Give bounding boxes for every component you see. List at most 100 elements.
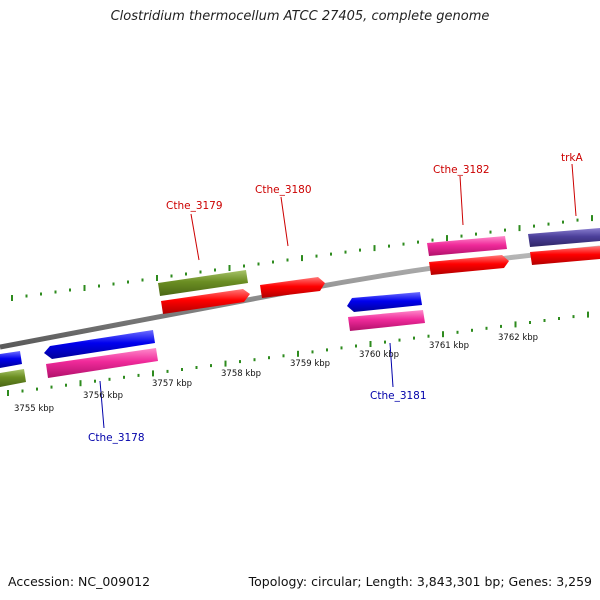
minor-tick bbox=[562, 220, 564, 224]
major-tick bbox=[301, 255, 303, 262]
minor-tick bbox=[185, 272, 187, 276]
minor-tick bbox=[547, 222, 550, 226]
major-tick bbox=[518, 225, 521, 232]
minor-tick bbox=[98, 284, 100, 288]
minor-tick bbox=[417, 240, 419, 244]
minor-tick bbox=[340, 346, 343, 350]
minor-tick bbox=[50, 385, 53, 389]
minor-tick bbox=[460, 234, 463, 238]
minor-tick bbox=[326, 348, 328, 352]
major-tick bbox=[11, 295, 13, 301]
scale-label: 3760 kbp bbox=[359, 350, 399, 360]
minor-tick bbox=[576, 218, 579, 222]
cds-feature[interactable] bbox=[429, 255, 509, 275]
minor-tick bbox=[112, 282, 115, 286]
cds-feature-cthe3178[interactable] bbox=[44, 330, 155, 359]
major-tick bbox=[228, 265, 231, 271]
minor-tick bbox=[471, 328, 473, 332]
major-tick bbox=[156, 275, 158, 281]
minor-tick bbox=[36, 387, 38, 391]
minor-tick bbox=[558, 317, 560, 320]
feature-track bbox=[0, 228, 600, 387]
minor-tick bbox=[311, 350, 314, 354]
minor-tick bbox=[529, 321, 531, 324]
minor-tick bbox=[315, 254, 318, 258]
cds-feature[interactable] bbox=[348, 310, 425, 331]
major-tick bbox=[587, 311, 589, 318]
scale-label: 3761 kbp bbox=[429, 341, 469, 351]
minor-tick bbox=[243, 264, 245, 268]
major-tick bbox=[373, 245, 376, 252]
minor-tick bbox=[199, 270, 202, 274]
cds-feature[interactable] bbox=[0, 351, 22, 368]
major-tick bbox=[7, 390, 9, 396]
minor-tick bbox=[344, 250, 347, 254]
minor-tick bbox=[210, 364, 212, 368]
minor-tick bbox=[69, 288, 71, 292]
minor-tick bbox=[475, 232, 477, 236]
minor-tick bbox=[489, 230, 492, 234]
minor-tick bbox=[253, 358, 256, 362]
minor-tick bbox=[431, 238, 434, 242]
gene-label-cthe3179[interactable]: Cthe_3179 bbox=[166, 200, 223, 212]
minor-tick bbox=[108, 377, 111, 381]
gene-label-cthe3181[interactable]: Cthe_3181 bbox=[370, 390, 427, 402]
cds-feature-trka[interactable] bbox=[528, 228, 600, 247]
minor-tick bbox=[94, 379, 96, 383]
major-tick bbox=[446, 235, 448, 242]
major-tick bbox=[79, 380, 82, 387]
gene-label-trka[interactable]: trkA bbox=[561, 152, 584, 164]
minor-tick bbox=[141, 278, 144, 282]
scale-label: 3762 kbp bbox=[498, 333, 538, 343]
minor-tick bbox=[21, 389, 24, 393]
scale-label: 3757 kbp bbox=[152, 379, 192, 389]
gene-label-cthe3180[interactable]: Cthe_3180 bbox=[255, 184, 312, 196]
tick-track-upper bbox=[11, 215, 593, 301]
label-pointers bbox=[99, 163, 577, 429]
minor-tick bbox=[533, 224, 535, 228]
cds-feature[interactable] bbox=[0, 369, 26, 387]
minor-tick bbox=[504, 228, 506, 232]
minor-tick bbox=[413, 336, 415, 340]
minor-tick bbox=[330, 252, 332, 256]
minor-tick bbox=[166, 369, 169, 373]
gene-label-cthe3182[interactable]: Cthe_3182 bbox=[433, 164, 490, 176]
major-tick bbox=[152, 370, 154, 377]
minor-tick bbox=[572, 315, 575, 319]
minor-tick bbox=[402, 242, 405, 246]
minor-tick bbox=[239, 360, 241, 364]
minor-tick bbox=[286, 258, 289, 262]
minor-tick bbox=[25, 294, 28, 298]
cds-feature-cthe3182[interactable] bbox=[427, 236, 507, 256]
cds-feature[interactable] bbox=[46, 348, 158, 378]
major-tick bbox=[297, 350, 299, 357]
major-tick bbox=[514, 321, 517, 328]
major-tick bbox=[83, 285, 86, 291]
cds-feature[interactable] bbox=[161, 289, 250, 314]
minor-tick bbox=[359, 248, 361, 252]
minor-tick bbox=[388, 244, 390, 248]
minor-tick bbox=[427, 334, 430, 338]
minor-tick bbox=[500, 324, 502, 328]
map-title: Clostridium thermocellum ATCC 27405, com… bbox=[110, 9, 490, 24]
minor-tick bbox=[40, 292, 42, 296]
genome-summary-text: Topology: circular; Length: 3,843,301 bp… bbox=[248, 574, 592, 589]
cds-feature-cthe3180[interactable] bbox=[260, 277, 325, 298]
minor-tick bbox=[137, 373, 140, 377]
cds-feature[interactable] bbox=[530, 246, 600, 265]
cds-feature-cthe3181[interactable] bbox=[347, 292, 422, 312]
minor-tick bbox=[181, 368, 183, 371]
cds-feature-cthe3179[interactable] bbox=[158, 270, 248, 296]
scale-label: 3758 kbp bbox=[221, 369, 261, 379]
minor-tick bbox=[257, 262, 260, 266]
minor-tick bbox=[65, 383, 67, 387]
minor-tick bbox=[543, 319, 546, 322]
minor-tick bbox=[355, 344, 357, 348]
scale-label: 3756 kbp bbox=[83, 391, 123, 401]
major-tick bbox=[369, 341, 372, 347]
gene-label-cthe3178[interactable]: Cthe_3178 bbox=[88, 432, 145, 444]
accession-text: Accession: NC_009012 bbox=[8, 574, 151, 589]
minor-tick bbox=[195, 366, 198, 369]
